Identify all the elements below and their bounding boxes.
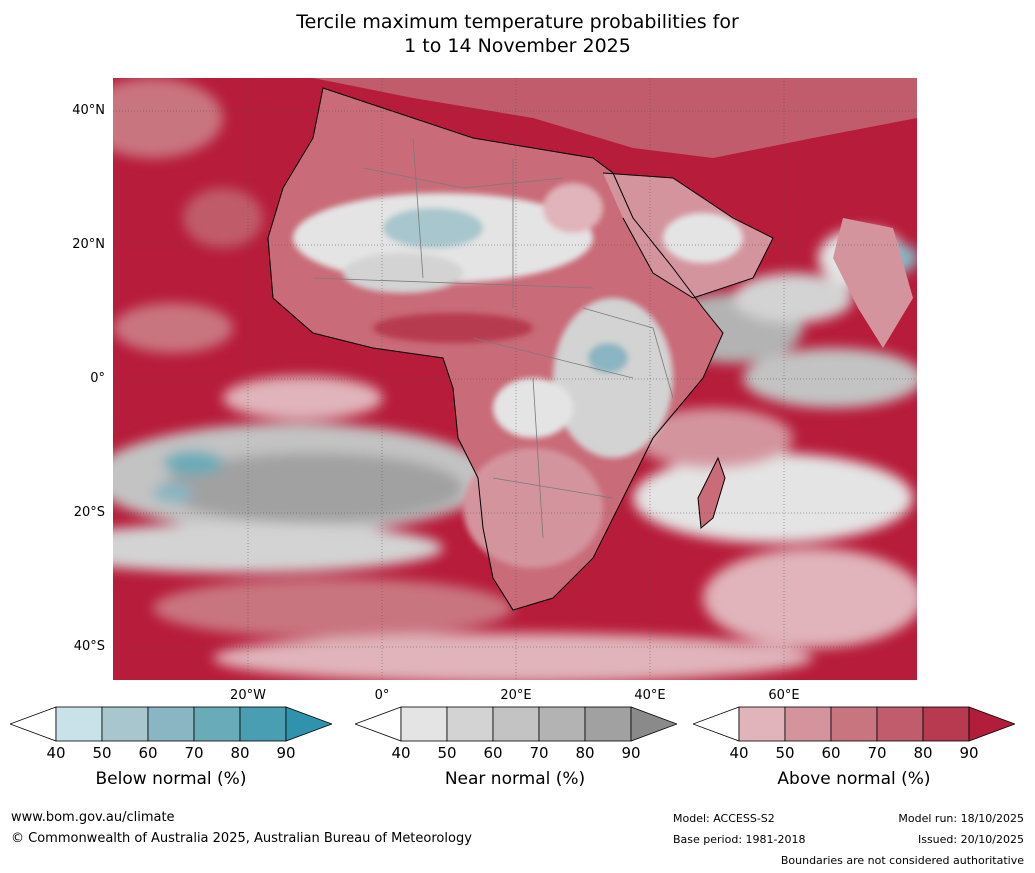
near-normal-title: Near normal (%) bbox=[444, 769, 586, 789]
near-colorbar-segment bbox=[492, 706, 540, 742]
copyright-text: © Commonwealth of Australia 2025, Austra… bbox=[11, 831, 472, 846]
below-colorbar-segment bbox=[193, 706, 241, 742]
above-tick-label: 70 bbox=[867, 744, 887, 762]
below-tick-label: 60 bbox=[138, 744, 158, 762]
lat-label-0: 0° bbox=[90, 371, 105, 386]
below-colorbar-min-arrow bbox=[10, 706, 57, 742]
above-tick-label: 40 bbox=[729, 744, 749, 762]
below-colorbar-segment bbox=[147, 706, 195, 742]
india-landmass bbox=[833, 218, 913, 348]
near-tick-label: 70 bbox=[529, 744, 549, 762]
lat-label-40s: 40°S bbox=[73, 639, 105, 654]
below-tick-label: 50 bbox=[92, 744, 112, 762]
near-colorbar-segment bbox=[446, 706, 494, 742]
lat-label-40n: 40°N bbox=[72, 103, 105, 118]
lat-label-20n: 20°N bbox=[72, 237, 105, 252]
lat-label-20s: 20°S bbox=[73, 505, 105, 520]
near-tick-label: 50 bbox=[437, 744, 457, 762]
near-tick-label: 90 bbox=[621, 744, 641, 762]
below-tick-label: 40 bbox=[46, 744, 66, 762]
near-tick-label: 60 bbox=[483, 744, 503, 762]
near-colorbar-segment bbox=[400, 706, 448, 742]
probability-map bbox=[113, 78, 917, 680]
above-colorbar-segment bbox=[876, 706, 924, 742]
below-normal-title: Below normal (%) bbox=[95, 769, 247, 789]
above-colorbar-segment bbox=[738, 706, 786, 742]
above-colorbar-min-arrow bbox=[693, 706, 740, 742]
above-tick-label: 80 bbox=[913, 744, 933, 762]
base-period-text: Base period: 1981-2018 bbox=[673, 833, 806, 846]
arabia-coastline bbox=[602, 172, 774, 299]
below-tick-label: 80 bbox=[230, 744, 250, 762]
lon-label-0: 0° bbox=[374, 688, 390, 703]
below-colorbar-segment bbox=[101, 706, 149, 742]
below-tick-label: 90 bbox=[276, 744, 296, 762]
below-colorbar-max-arrow bbox=[285, 706, 332, 742]
model-text: Model: ACCESS-S2 bbox=[673, 812, 775, 825]
lon-label-40e: 40°E bbox=[634, 688, 666, 703]
lon-label-60e: 60°E bbox=[768, 688, 800, 703]
issued-text: Issued: 20/10/2025 bbox=[917, 833, 1024, 846]
near-tick-label: 80 bbox=[575, 744, 595, 762]
lon-label-20w: 20°W bbox=[230, 688, 266, 703]
near-colorbar-segment bbox=[538, 706, 586, 742]
model-run-text: Model run: 18/10/2025 bbox=[898, 812, 1024, 825]
europe-region bbox=[313, 78, 917, 158]
above-colorbar-max-arrow bbox=[968, 706, 1015, 742]
website-link[interactable]: www.bom.gov.au/climate bbox=[11, 810, 175, 825]
below-colorbar-segment bbox=[239, 706, 287, 742]
above-normal-title: Above normal (%) bbox=[777, 769, 931, 789]
above-tick-label: 50 bbox=[775, 744, 795, 762]
chart-title-line2: 1 to 14 November 2025 bbox=[404, 35, 631, 57]
above-tick-label: 60 bbox=[821, 744, 841, 762]
above-tick-label: 90 bbox=[959, 744, 979, 762]
near-tick-label: 40 bbox=[391, 744, 411, 762]
near-colorbar-segment bbox=[584, 706, 632, 742]
below-colorbar-segment bbox=[55, 706, 103, 742]
above-colorbar-segment bbox=[830, 706, 878, 742]
country-boundaries bbox=[312, 137, 674, 539]
ocean-anomaly-fields bbox=[113, 78, 917, 680]
land-anomaly-fields bbox=[293, 183, 673, 568]
near-normal-colorbar bbox=[355, 706, 677, 742]
africa-coastline bbox=[267, 87, 724, 611]
below-normal-colorbar bbox=[10, 706, 332, 742]
below-tick-label: 70 bbox=[184, 744, 204, 762]
near-colorbar-min-arrow bbox=[355, 706, 402, 742]
map-canvas bbox=[113, 78, 917, 680]
disclaimer-text: Boundaries are not considered authoritat… bbox=[780, 854, 1024, 867]
graticule bbox=[113, 78, 917, 680]
chart-title-line1: Tercile maximum temperature probabilitie… bbox=[296, 11, 739, 33]
above-colorbar-segment bbox=[784, 706, 832, 742]
madagascar bbox=[697, 456, 726, 529]
above-normal-colorbar bbox=[693, 706, 1015, 742]
lon-label-20e: 20°E bbox=[500, 688, 532, 703]
near-colorbar-max-arrow bbox=[630, 706, 677, 742]
above-colorbar-segment bbox=[922, 706, 970, 742]
